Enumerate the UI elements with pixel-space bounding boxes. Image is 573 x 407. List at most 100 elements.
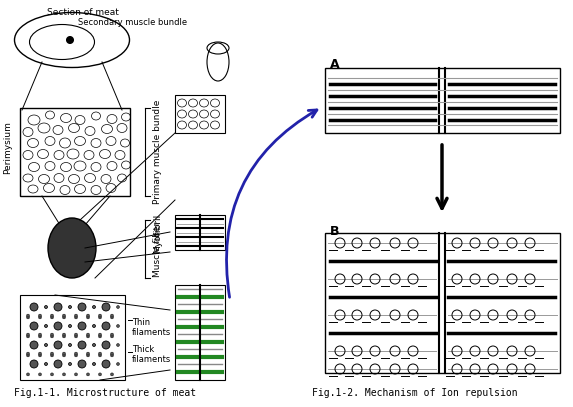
Bar [20,108,130,196]
Ellipse shape [45,344,48,346]
Ellipse shape [45,324,48,328]
Ellipse shape [87,316,89,319]
Ellipse shape [87,352,89,355]
Ellipse shape [69,306,72,309]
Ellipse shape [30,341,38,349]
Ellipse shape [116,306,120,309]
Ellipse shape [111,333,113,336]
Ellipse shape [50,352,53,355]
Ellipse shape [38,354,41,357]
Ellipse shape [111,352,113,355]
Ellipse shape [30,322,38,330]
Ellipse shape [30,303,38,311]
Ellipse shape [62,352,65,355]
Ellipse shape [69,363,72,365]
Ellipse shape [111,335,113,338]
Ellipse shape [50,314,53,317]
Ellipse shape [62,373,65,376]
Ellipse shape [38,314,41,317]
Ellipse shape [45,344,48,346]
Ellipse shape [45,306,48,309]
Text: Perimysium: Perimysium [3,122,13,175]
Ellipse shape [69,306,72,309]
Ellipse shape [26,333,29,336]
Ellipse shape [50,333,53,336]
Ellipse shape [69,324,72,328]
Ellipse shape [102,360,110,368]
Ellipse shape [26,316,29,319]
Ellipse shape [99,333,101,336]
Ellipse shape [45,306,48,309]
Text: Fig.1-1. Microstructure of meat: Fig.1-1. Microstructure of meat [14,388,196,398]
Ellipse shape [92,324,96,328]
Ellipse shape [102,341,110,349]
Ellipse shape [99,352,101,355]
Ellipse shape [92,306,96,309]
Ellipse shape [87,373,89,376]
Ellipse shape [62,314,65,317]
Ellipse shape [92,363,96,365]
Ellipse shape [26,352,29,355]
Ellipse shape [38,373,41,376]
Ellipse shape [102,322,110,330]
Ellipse shape [30,360,38,368]
Text: B: B [330,225,339,238]
Ellipse shape [116,344,120,346]
Ellipse shape [99,373,101,376]
Text: Primary muscle bundle: Primary muscle bundle [154,100,163,204]
Text: Section of meat: Section of meat [47,8,119,17]
Ellipse shape [78,360,86,368]
Ellipse shape [74,354,77,357]
Ellipse shape [45,363,48,365]
Ellipse shape [45,363,48,365]
Ellipse shape [92,344,96,346]
Ellipse shape [50,316,53,319]
Ellipse shape [111,354,113,357]
Ellipse shape [54,341,62,349]
Ellipse shape [74,373,77,376]
Ellipse shape [62,316,65,319]
Ellipse shape [99,335,101,338]
Ellipse shape [116,324,120,328]
Ellipse shape [26,314,29,317]
Ellipse shape [111,314,113,317]
Ellipse shape [38,333,41,336]
Text: Thick
filaments: Thick filaments [132,345,171,364]
Ellipse shape [69,324,72,328]
Ellipse shape [78,303,86,311]
Ellipse shape [54,360,62,368]
Text: A: A [330,58,340,71]
Ellipse shape [54,322,62,330]
Ellipse shape [87,354,89,357]
Ellipse shape [74,333,77,336]
Ellipse shape [62,333,65,336]
Ellipse shape [66,37,73,44]
Ellipse shape [92,363,96,365]
Bar [175,95,225,133]
Ellipse shape [26,354,29,357]
Ellipse shape [50,335,53,338]
Bar [175,215,225,250]
Text: Muscle fiber: Muscle fiber [154,221,163,277]
Ellipse shape [99,354,101,357]
Ellipse shape [111,316,113,319]
Bar [325,233,560,373]
Ellipse shape [74,314,77,317]
Ellipse shape [62,354,65,357]
Ellipse shape [54,303,62,311]
Text: Fig.1-2. Mechanism of Ion repulsion: Fig.1-2. Mechanism of Ion repulsion [312,388,518,398]
Ellipse shape [87,333,89,336]
Ellipse shape [87,314,89,317]
Ellipse shape [92,306,96,309]
Ellipse shape [111,373,113,376]
Ellipse shape [78,341,86,349]
Ellipse shape [99,314,101,317]
Ellipse shape [74,352,77,355]
Ellipse shape [99,316,101,319]
Ellipse shape [69,344,72,346]
Ellipse shape [102,303,110,311]
Ellipse shape [48,218,96,278]
Ellipse shape [38,352,41,355]
Ellipse shape [87,335,89,338]
Ellipse shape [50,354,53,357]
